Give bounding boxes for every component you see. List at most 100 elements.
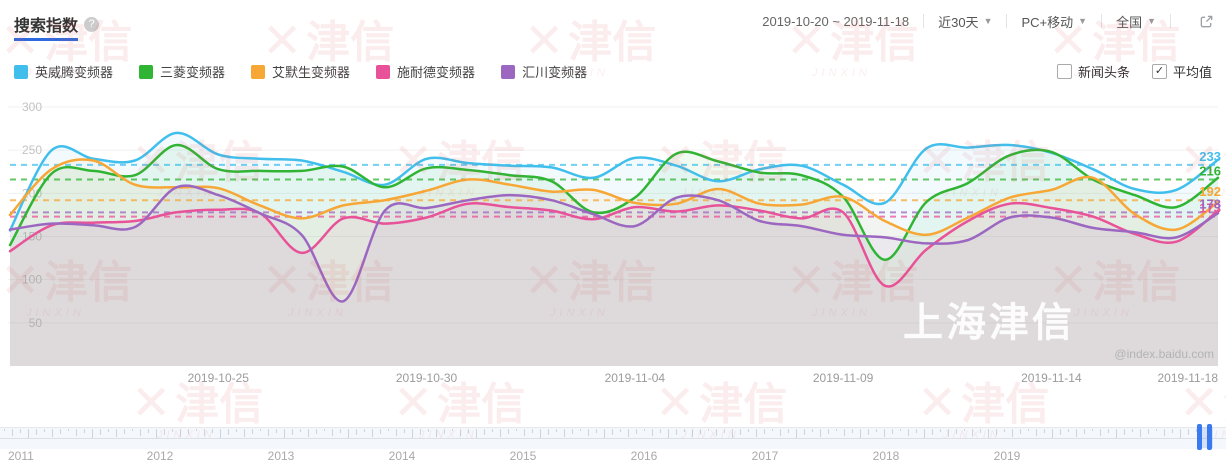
legend-swatch [251, 64, 266, 79]
timeline-mini-tick [644, 429, 645, 431]
average-checkbox-label: 平均值 [1172, 65, 1212, 80]
divider [1101, 14, 1103, 28]
timeline-mini-tick [836, 429, 837, 431]
timeline-mini-tick [116, 429, 117, 437]
timeline-mini-tick [700, 429, 701, 434]
svg-text:2019-11-09: 2019-11-09 [813, 371, 874, 385]
timeline-mini-tick [972, 429, 973, 436]
legend-item-5[interactable]: 汇川变频器 [501, 62, 587, 81]
timeline-mini-tick [212, 429, 213, 433]
timeline-mini-tick [52, 429, 53, 437]
timeline-mini-tick [436, 429, 437, 437]
toggle-average[interactable]: ✓ 平均值 [1151, 62, 1212, 81]
timeline-mini-tick [940, 429, 941, 432]
timeline-mini-tick [12, 429, 13, 436]
timeline-mini-tick [892, 429, 893, 434]
area-汇川变频器 [10, 185, 1218, 366]
average-value-艾默生变频器: 192 [1199, 184, 1221, 199]
filter-region[interactable]: 全国 ▼ [1116, 12, 1156, 31]
timeline-mini-tick [988, 429, 989, 438]
timeline-mini-tick [1108, 429, 1109, 433]
timeline-mini-tick [244, 429, 245, 437]
legend-item-2[interactable]: 三菱变频器 [139, 62, 225, 81]
filter-device[interactable]: PC+移动 ▼ [1021, 12, 1087, 31]
timeline-left-handle[interactable] [1197, 424, 1202, 450]
timeline-mini-tick [1172, 429, 1173, 433]
timeline-mini-tick [268, 429, 269, 436]
timeline-mini-tick [1132, 429, 1133, 432]
timeline-mini-tick [1140, 429, 1141, 437]
legend-label: 艾默生变频器 [272, 65, 351, 80]
svg-text:50: 50 [29, 316, 43, 330]
filter-label: 近30天 [938, 14, 979, 30]
area-艾默生变频器 [10, 159, 1218, 366]
svg-text:100: 100 [22, 273, 42, 287]
legend-item-1[interactable]: 英威腾变频器 [14, 62, 113, 81]
average-checkbox[interactable]: ✓ [1151, 64, 1167, 79]
legend-item-4[interactable]: 施耐德变频器 [376, 62, 475, 81]
filter-label: 全国 [1116, 14, 1143, 30]
timeline-mini-tick [188, 429, 189, 434]
help-icon[interactable]: ? [84, 16, 100, 32]
timeline-mini-tick [148, 429, 149, 433]
timeline-mini-tick [1044, 429, 1045, 433]
timeline-mini-tick [372, 429, 373, 437]
year-label-2013: 2013 [267, 449, 295, 463]
timeline-mini-tick [636, 429, 637, 434]
timeline-mini-tick [956, 429, 957, 434]
timeline-mini-tick [100, 429, 101, 435]
timeline-mini-tick [692, 429, 693, 437]
timeline-mini-tick [524, 429, 525, 436]
timeline-mini-tick [1196, 429, 1197, 432]
svg-text:300: 300 [22, 100, 42, 114]
news-checkbox[interactable] [1056, 64, 1072, 79]
timeline-mini-tick [868, 429, 869, 435]
chevron-down-icon: ▼ [1078, 16, 1088, 26]
timeline-mini-tick [620, 429, 621, 432]
timeline-slider-track[interactable] [0, 427, 1226, 449]
timeline-right-handle[interactable] [1207, 424, 1212, 450]
timeline-mini-tick [780, 429, 781, 436]
timeline-mini-tick [1156, 429, 1157, 431]
timeline-mini-tick [460, 429, 461, 436]
legend-swatch [14, 64, 28, 79]
legend-item-3[interactable]: 艾默生变频器 [251, 62, 350, 81]
timeline-mini-tick [332, 429, 333, 436]
timeline-mini-tick [452, 429, 453, 431]
timeline-mini-tick [564, 429, 565, 437]
timeline-mini-tick [948, 429, 949, 437]
timeline-mini-tick [20, 429, 21, 433]
timeline-mini-tick [660, 429, 661, 433]
timeline-mini-tick [340, 429, 341, 433]
year-label-2019: 2019 [993, 449, 1021, 463]
average-value-英威腾变频器: 233 [1199, 149, 1221, 164]
timeline-mini-tick [556, 429, 557, 432]
timeline-mini-tick [588, 429, 589, 436]
timeline-mini-tick [420, 429, 421, 435]
timeline-mini-tick [572, 429, 573, 434]
filter-timespan[interactable]: 近30天 ▼ [938, 12, 992, 31]
active-tab-underline [14, 38, 78, 41]
divider [1006, 14, 1008, 28]
timeline-mini-tick [724, 429, 725, 433]
timeline-mini-tick [772, 429, 773, 431]
toggle-news-headlines[interactable]: 新闻头条 [1056, 62, 1130, 81]
year-label-2017: 2017 [751, 449, 779, 463]
timeline-mini-tick [276, 429, 277, 433]
timeline-mini-tick [732, 429, 733, 438]
timeline-mini-tick [140, 429, 141, 436]
date-range-label[interactable]: 2019-10-20 ~ 2019-11-18 [762, 13, 910, 29]
timeline-mini-tick [924, 429, 925, 438]
timeline-mini-tick [196, 429, 197, 431]
year-label-2012: 2012 [146, 449, 174, 463]
svg-text:2019-10-30: 2019-10-30 [396, 371, 458, 385]
timeline-mini-tick [300, 429, 301, 432]
timeline-mini-tick [468, 429, 469, 433]
legend-swatch [139, 64, 154, 79]
timeline-mini-tick [28, 429, 29, 438]
external-link-icon[interactable] [1199, 14, 1214, 29]
filter-label: PC+移动 [1021, 14, 1074, 30]
timeline-mini-tick [716, 429, 717, 436]
